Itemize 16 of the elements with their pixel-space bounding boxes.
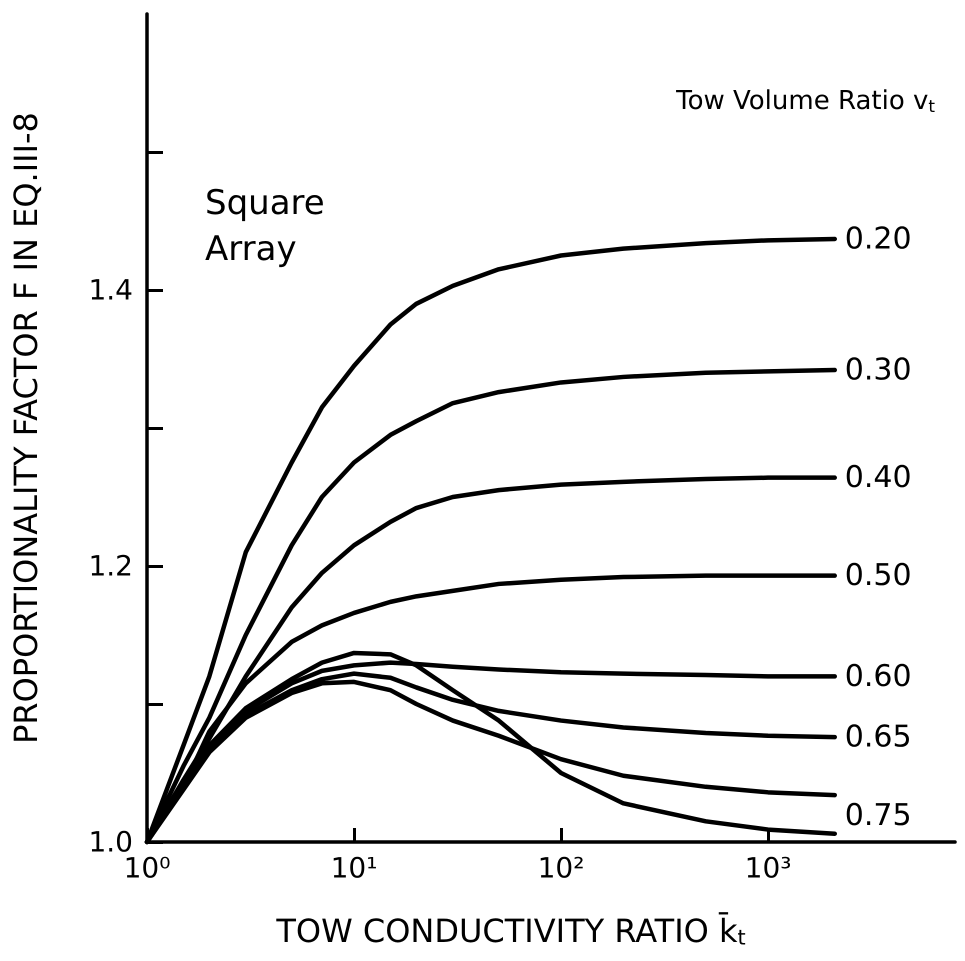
legend-title: Tow Volume Ratio vt bbox=[675, 86, 936, 116]
x-tick-label: 10¹ bbox=[330, 852, 378, 884]
x-tick-label: 10² bbox=[538, 852, 584, 884]
x-tick-label: 10³ bbox=[744, 852, 792, 884]
series-label: 0.60 bbox=[844, 658, 912, 694]
series-label: 0.75 bbox=[844, 798, 912, 834]
series-label: 0.30 bbox=[844, 352, 912, 388]
y-tick-label: 1.2 bbox=[88, 550, 133, 582]
y-axis-title: PROPORTIONALITY FACTOR F IN EQ.III-8 bbox=[7, 112, 45, 744]
series-label: 0.65 bbox=[844, 720, 912, 755]
annotation: Square Array bbox=[205, 183, 325, 269]
y-tick-label: 1.4 bbox=[88, 274, 133, 306]
series-label: 0.50 bbox=[844, 558, 912, 594]
series-label: 0.40 bbox=[844, 460, 912, 496]
x-axis-title: TOW CONDUCTIVITY RATIO k̄t bbox=[275, 912, 746, 950]
series-label: 0.20 bbox=[844, 221, 912, 256]
